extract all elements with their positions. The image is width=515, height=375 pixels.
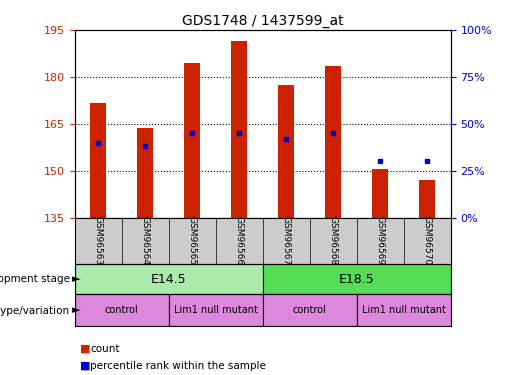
Text: control: control <box>293 305 327 315</box>
Bar <box>137 128 153 217</box>
Bar <box>325 66 341 218</box>
Text: Lim1 null mutant: Lim1 null mutant <box>174 305 258 315</box>
Text: ■: ■ <box>80 361 90 370</box>
Text: control: control <box>105 305 139 315</box>
Text: ►: ► <box>72 274 81 284</box>
Bar <box>184 63 200 217</box>
Text: GSM96567: GSM96567 <box>282 216 290 266</box>
Bar <box>372 169 388 217</box>
Text: Lim1 null mutant: Lim1 null mutant <box>362 305 445 315</box>
Text: GSM96570: GSM96570 <box>423 216 432 266</box>
Bar <box>419 180 435 218</box>
Text: GSM96563: GSM96563 <box>94 216 102 266</box>
Bar <box>263 294 356 326</box>
Bar <box>75 294 168 326</box>
Bar <box>278 85 295 218</box>
Bar <box>90 104 107 218</box>
Text: GSM96564: GSM96564 <box>141 216 150 266</box>
Bar <box>356 294 451 326</box>
Text: GSM96566: GSM96566 <box>235 216 244 266</box>
Text: genotype/variation: genotype/variation <box>0 306 70 315</box>
Text: E18.5: E18.5 <box>339 273 374 286</box>
Text: GSM96565: GSM96565 <box>187 216 197 266</box>
Text: GSM96568: GSM96568 <box>329 216 338 266</box>
Text: GSM96569: GSM96569 <box>375 216 385 266</box>
Text: ►: ► <box>72 306 81 315</box>
Text: ■: ■ <box>80 344 90 354</box>
Bar <box>231 41 247 218</box>
Text: development stage: development stage <box>0 274 70 284</box>
Bar <box>168 294 263 326</box>
Bar <box>263 264 451 294</box>
Text: E14.5: E14.5 <box>151 273 186 286</box>
Bar <box>75 264 263 294</box>
Text: percentile rank within the sample: percentile rank within the sample <box>90 361 266 370</box>
Title: GDS1748 / 1437599_at: GDS1748 / 1437599_at <box>182 13 344 28</box>
Text: count: count <box>90 344 119 354</box>
